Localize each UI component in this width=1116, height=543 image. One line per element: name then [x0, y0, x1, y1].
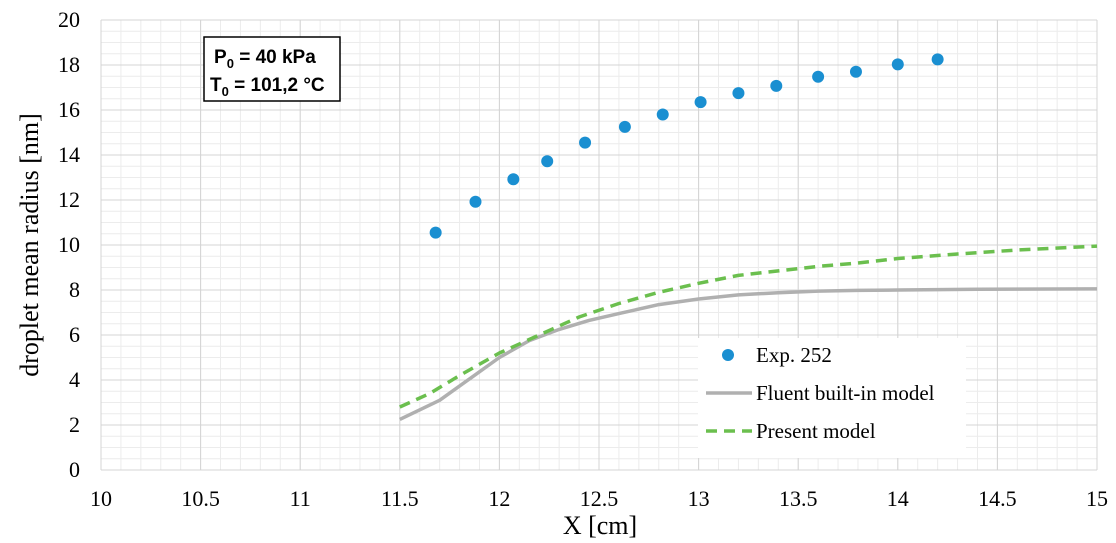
x-tick-label: 11.5 — [381, 486, 419, 511]
y-tick-label: 6 — [69, 322, 80, 347]
temperature-value: = 101,2 °C — [229, 75, 325, 96]
exp-data-point — [891, 58, 904, 71]
exp-data-point — [429, 226, 442, 239]
exp-data-point — [656, 108, 669, 121]
y-tick-label: 14 — [58, 142, 80, 167]
exp-data-point — [541, 155, 554, 168]
x-tick-label: 15 — [1086, 486, 1108, 511]
major-gridlines — [100, 19, 1098, 471]
legend-background — [698, 338, 966, 458]
x-tick-label: 14 — [887, 486, 909, 511]
legend-label-exp: Exp. 252 — [756, 343, 832, 367]
y-tick-label: 20 — [58, 7, 80, 32]
conditions-box-frame — [203, 36, 341, 102]
x-tick-label: 13 — [688, 486, 710, 511]
exp-data-point — [849, 65, 862, 78]
series-layer — [399, 53, 1098, 421]
temperature-symbol: T — [210, 75, 222, 96]
y-tick-label: 2 — [69, 412, 80, 437]
exp-data-point — [618, 120, 631, 133]
fluent-model-line — [399, 287, 1098, 421]
temperature-subscript: 0 — [222, 84, 229, 99]
legend-marker-exp — [722, 349, 734, 361]
exp-data-point — [579, 136, 592, 149]
x-tick-label: 13.5 — [779, 486, 818, 511]
legend: Exp. 252 Fluent built-in model Present m… — [698, 338, 966, 458]
exp-data-point — [694, 96, 707, 109]
y-axis-ticks: 0 2 4 6 8 10 12 14 16 18 20 — [58, 7, 80, 482]
pressure-subscript: 0 — [227, 56, 234, 71]
exp-data-point — [469, 195, 482, 208]
exp-data-point — [507, 173, 520, 186]
y-tick-label: 12 — [58, 187, 80, 212]
exp-data-point — [732, 87, 745, 100]
y-tick-label: 0 — [69, 457, 80, 482]
x-axis-title: X [cm] — [563, 511, 637, 540]
conditions-box: P0 = 40 kPa T0 = 101,2 °C — [203, 36, 341, 102]
exp-data-point — [812, 70, 825, 83]
y-tick-label: 10 — [58, 232, 80, 257]
exp-data-point — [931, 53, 944, 66]
x-tick-label: 12.5 — [580, 486, 619, 511]
x-tick-label: 14.5 — [978, 486, 1017, 511]
pressure-symbol: P — [214, 47, 227, 68]
y-tick-label: 4 — [69, 367, 80, 392]
x-tick-label: 10 — [90, 486, 112, 511]
present-model-line — [399, 244, 1098, 409]
y-tick-label: 18 — [58, 52, 80, 77]
pressure-label: P0 = 40 kPa — [214, 47, 316, 71]
legend-label-fluent: Fluent built-in model — [756, 381, 935, 405]
legend-label-present: Present model — [756, 419, 876, 443]
y-axis-title: droplet mean radius [nm] — [15, 113, 44, 377]
y-tick-label: 16 — [58, 97, 80, 122]
pressure-value: = 40 kPa — [234, 47, 316, 68]
temperature-label: T0 = 101,2 °C — [210, 75, 325, 99]
x-tick-label: 11 — [290, 486, 311, 511]
y-tick-label: 8 — [69, 277, 80, 302]
x-axis-ticks: 10 10.5 11 11.5 12 12.5 13 13.5 14 14.5 15 — [90, 486, 1108, 511]
x-tick-label: 10.5 — [181, 486, 220, 511]
x-tick-label: 12 — [488, 486, 510, 511]
exp-data-point — [770, 79, 783, 92]
